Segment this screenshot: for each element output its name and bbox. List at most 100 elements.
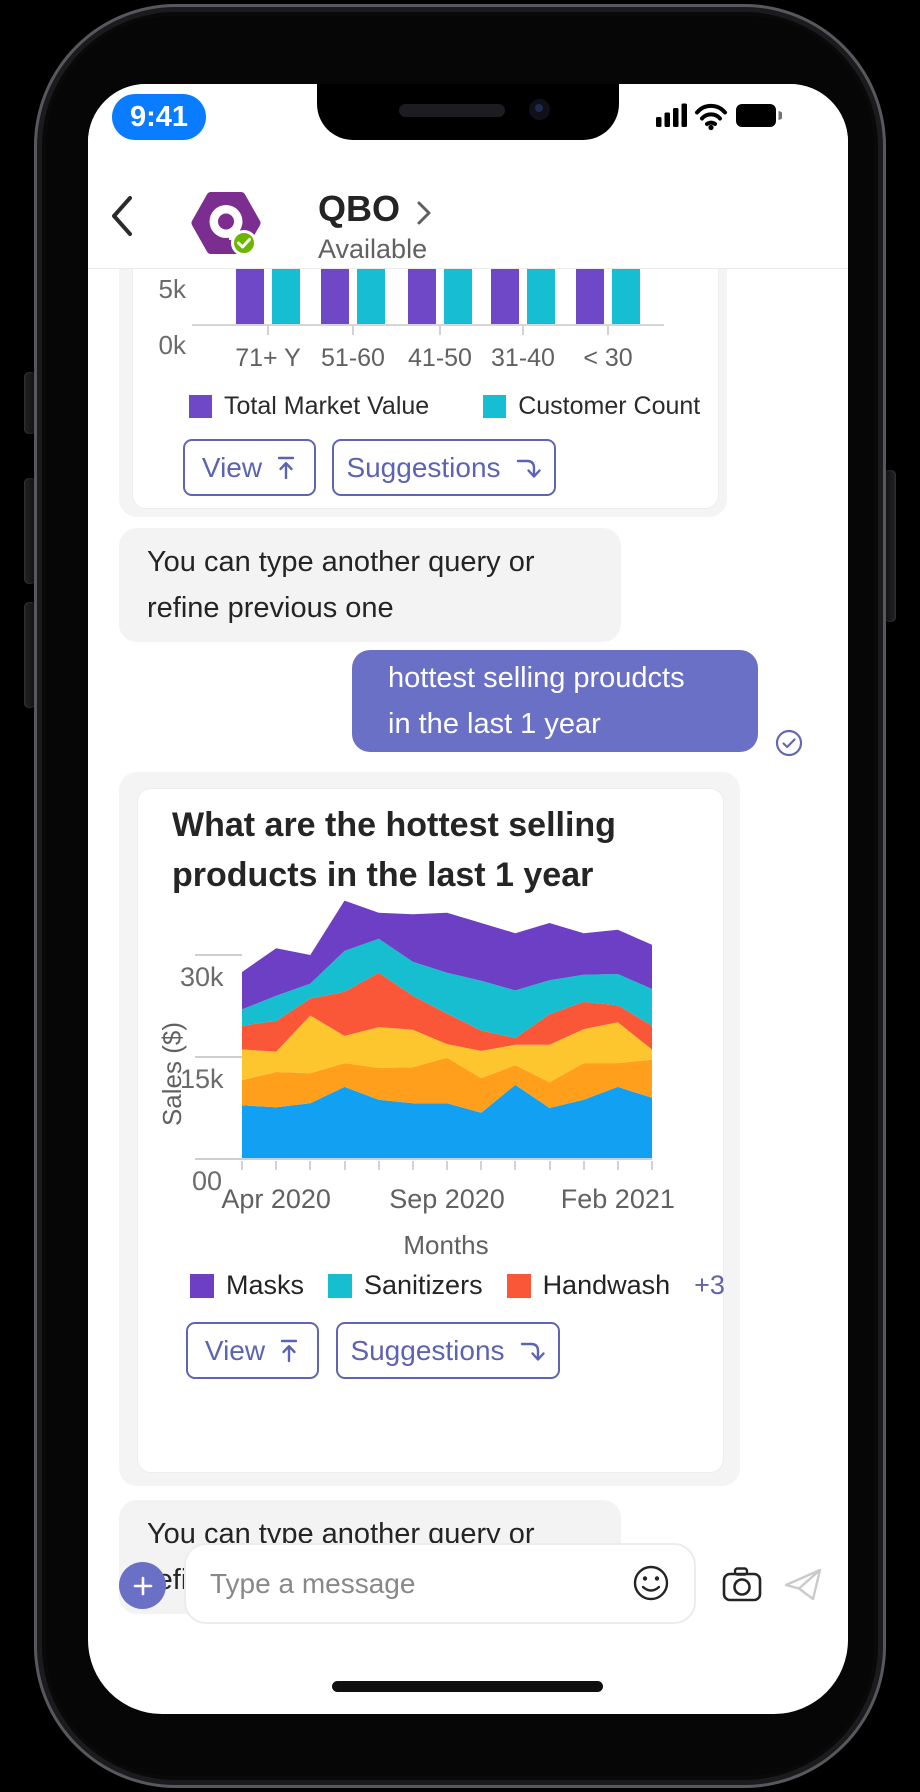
- clock-text: 9:41: [129, 100, 189, 133]
- legend-label: Customer Count: [518, 392, 701, 420]
- area-chart-x-tick-label: Sep 2020: [389, 1184, 505, 1214]
- wifi-icon: [695, 103, 727, 131]
- bar-chart-y-tick-label: 5k: [158, 274, 186, 304]
- suggestions-button-2[interactable]: Suggestions: [336, 1322, 560, 1379]
- bar-chart-category-label: 71+ Y: [235, 344, 301, 372]
- arrow-curve-down-icon: [520, 1342, 545, 1361]
- area-chart-x-tick: [514, 1161, 517, 1170]
- area-chart-y-tick: [195, 954, 242, 956]
- bar-chart-x-tick: [607, 326, 609, 335]
- notch: [317, 84, 619, 140]
- suggestions-button-1[interactable]: Suggestions: [332, 439, 556, 496]
- suggestions-button-label: Suggestions: [350, 1334, 505, 1366]
- add-button[interactable]: [119, 1562, 166, 1609]
- area-chart-legend: Masks Sanitizers Handwash +3: [190, 1270, 725, 1301]
- presence-status: Available: [318, 234, 428, 264]
- legend-item: Total Market Value: [189, 392, 429, 421]
- legend-item: Masks: [190, 1270, 304, 1301]
- status-icons: [656, 103, 782, 131]
- bar-chart-category-label: < 30: [583, 344, 633, 372]
- status-bar: 9:41: [88, 84, 848, 162]
- status-time: 9:41: [112, 94, 206, 140]
- area-chart-y-axis-title: Sales ($): [157, 1021, 187, 1127]
- bar-chart-x-tick: [439, 326, 441, 335]
- legend-label: Masks: [226, 1270, 305, 1300]
- area-chart-x-tick-label: Apr 2020: [221, 1184, 331, 1214]
- user-message-bubble: hottest selling proudcts in the last 1 y…: [352, 650, 758, 752]
- area-chart-x-axis-title: Months: [403, 1230, 489, 1260]
- legend-swatch: [328, 1273, 353, 1298]
- bar-chart-category-label: 31-40: [491, 344, 555, 372]
- sent-check-circle-icon: [775, 729, 803, 757]
- chat-title[interactable]: QBO: [318, 188, 401, 229]
- legend-swatch: [189, 395, 212, 418]
- battery-icon: [736, 104, 782, 127]
- suggestions-button-label: Suggestions: [346, 451, 501, 483]
- camera-icon[interactable]: [720, 1565, 764, 1605]
- area-series-Sanitizers: [242, 938, 652, 1038]
- add-icon: [133, 1576, 152, 1595]
- bar-chart-x-tick: [522, 326, 524, 335]
- bar-chart-category-label: 51-60: [321, 344, 385, 372]
- legend-swatch: [506, 1273, 531, 1298]
- power-button[interactable]: [884, 470, 896, 622]
- area-chart-x-tick: [411, 1161, 414, 1170]
- area-chart-x-tick: [309, 1161, 312, 1170]
- area-chart-x-tick: [548, 1161, 551, 1170]
- area-chart-y-tick: [195, 1056, 242, 1058]
- bar-chart-category-label: 41-50: [408, 344, 472, 372]
- area-chart-x-tick: [446, 1161, 448, 1170]
- legend-label: Sanitizers: [364, 1270, 483, 1300]
- stacked-area-plot: [242, 900, 652, 1159]
- area-chart-x-axis: [195, 1158, 652, 1160]
- cellular-signal-icon: [656, 103, 687, 127]
- view-button-label: View: [204, 1334, 266, 1366]
- legend-label: Total Market Value: [224, 392, 430, 420]
- view-button-label: View: [201, 451, 263, 483]
- area-chart-x-tick: [275, 1161, 278, 1170]
- front-camera: [529, 99, 550, 120]
- qbo-avatar[interactable]: [191, 188, 261, 258]
- view-button-2[interactable]: View: [186, 1322, 319, 1379]
- legend-overflow-link[interactable]: +3: [694, 1270, 725, 1300]
- message-input[interactable]: [184, 1543, 696, 1624]
- area-series-unlabeled-2: [242, 1015, 652, 1083]
- area-chart-y-tick-label: 15k: [180, 1064, 224, 1094]
- area-series-unlabeled-0: [242, 1084, 652, 1159]
- legend-item: Handwash: [506, 1270, 671, 1301]
- area-chart-x-tick: [616, 1161, 619, 1170]
- volume-down-button[interactable]: [24, 602, 36, 708]
- back-button[interactable]: [106, 192, 136, 240]
- mute-switch[interactable]: [24, 372, 36, 434]
- legend-swatch: [483, 395, 507, 418]
- area-chart-x-tick-label: Feb 2021: [560, 1184, 675, 1214]
- bar-chart-x-tick: [267, 326, 269, 335]
- area-chart-x-tick: [377, 1161, 380, 1170]
- legend-item: Customer Count: [483, 392, 700, 421]
- speaker-grille: [399, 104, 505, 117]
- arrow-up-from-bar-icon: [277, 456, 295, 479]
- home-indicator[interactable]: [332, 1681, 603, 1692]
- chevron-right-icon[interactable]: [414, 198, 434, 228]
- legend-item: Sanitizers: [328, 1270, 483, 1301]
- bar-chart-plot: [194, 226, 664, 324]
- area-chart-y-tick-label: 30k: [180, 962, 224, 992]
- area-series-Handwash: [242, 972, 652, 1052]
- send-icon[interactable]: [782, 1566, 824, 1604]
- arrow-up-from-bar-icon: [280, 1339, 298, 1362]
- bar-chart-x-tick: [352, 326, 354, 335]
- area-chart-title: What are the hottest selling products in…: [172, 806, 616, 894]
- phone-screen: 5k 0k 71+ Y 51-60 41-50 31-40 < 30 Total Marke…: [88, 84, 848, 1714]
- bot-message-bubble: You can type another query or refine pre…: [119, 528, 621, 642]
- legend-label: Handwash: [542, 1270, 671, 1300]
- area-chart-x-tick: [241, 1161, 243, 1170]
- phone-frame: 5k 0k 71+ Y 51-60 41-50 31-40 < 30 Total Marke…: [34, 4, 886, 1788]
- volume-up-button[interactable]: [24, 478, 36, 584]
- area-chart-x-tick: [480, 1161, 483, 1170]
- area-chart-y-tick-label: 00: [191, 1166, 222, 1196]
- bar-chart-legend: Total Market Value Customer Count: [189, 392, 700, 421]
- emoji-icon[interactable]: [630, 1562, 672, 1604]
- area-series-unlabeled-1: [242, 1057, 652, 1113]
- view-button-1[interactable]: View: [183, 439, 316, 496]
